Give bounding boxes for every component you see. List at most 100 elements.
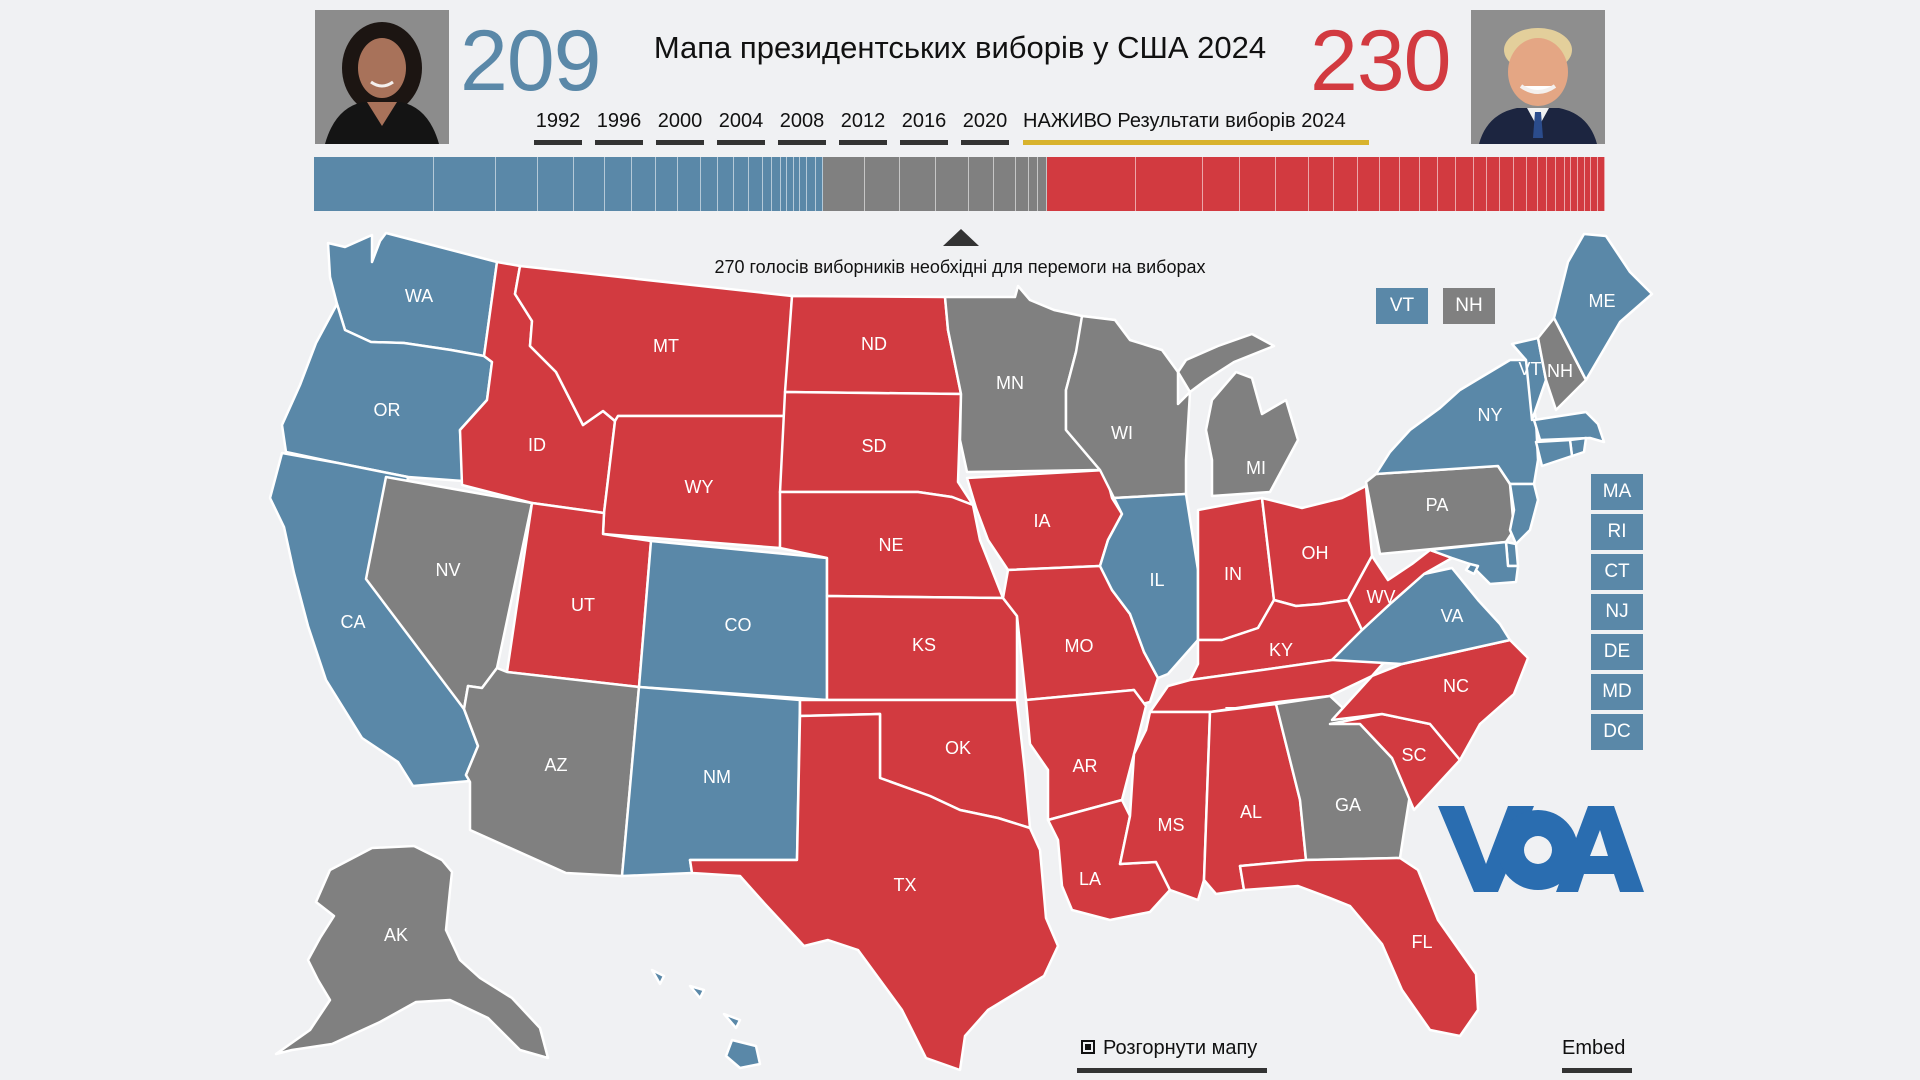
state-ct[interactable] — [1534, 438, 1574, 468]
undecided-ev-segment[interactable] — [900, 157, 936, 211]
rep-ev-segment[interactable] — [1513, 157, 1527, 211]
undecided-ev-segment[interactable] — [822, 157, 865, 211]
rep-ev-segment[interactable] — [1577, 157, 1585, 211]
state-co[interactable]: CO — [637, 539, 829, 702]
state-dc[interactable] — [1464, 562, 1480, 576]
state-shape-nh[interactable] — [1536, 316, 1588, 412]
state-shape-vt[interactable] — [1510, 336, 1548, 422]
dem-ev-segment[interactable] — [733, 157, 750, 211]
tab-2012[interactable]: 2012 — [839, 110, 887, 145]
state-shape-nd[interactable] — [783, 294, 963, 396]
state-shape-nj[interactable] — [1508, 482, 1540, 546]
dem-ev-segment[interactable] — [718, 157, 734, 211]
dem-ev-segment[interactable] — [700, 157, 719, 211]
state-nd[interactable]: ND — [783, 294, 963, 396]
dem-ev-segment[interactable] — [771, 157, 781, 211]
state-box-vt[interactable]: VT — [1376, 288, 1428, 324]
state-ma[interactable] — [1532, 410, 1606, 444]
rep-ev-segment[interactable] — [1420, 157, 1439, 211]
dem-ev-segment[interactable] — [678, 157, 701, 211]
state-shape-mi[interactable] — [1176, 332, 1300, 498]
state-shape-md[interactable] — [1428, 540, 1520, 586]
state-box-ma[interactable]: MA — [1591, 474, 1643, 510]
state-box-dc[interactable]: DC — [1591, 714, 1643, 750]
tab-2004[interactable]: 2004 — [717, 110, 765, 145]
state-shape-wi[interactable] — [1064, 314, 1192, 500]
rep-ev-segment[interactable] — [1486, 157, 1501, 211]
rep-ev-segment[interactable] — [1500, 157, 1514, 211]
state-shape-me[interactable] — [1552, 232, 1654, 382]
dem-ev-segment[interactable] — [314, 157, 434, 211]
rep-ev-segment[interactable] — [1358, 157, 1381, 211]
state-box-ri[interactable]: RI — [1591, 514, 1643, 550]
state-hi[interactable] — [650, 968, 762, 1070]
rep-ev-segment[interactable] — [1309, 157, 1334, 211]
state-nm[interactable]: NM — [620, 685, 802, 878]
undecided-ev-segment[interactable] — [1015, 157, 1030, 211]
rep-ev-segment[interactable] — [1135, 157, 1203, 211]
embed-button[interactable]: Embed — [1562, 1037, 1632, 1073]
state-sd[interactable]: SD — [778, 390, 975, 507]
dem-ev-segment[interactable] — [800, 157, 808, 211]
dem-ev-segment[interactable] — [762, 157, 772, 211]
undecided-ev-segment[interactable] — [993, 157, 1016, 211]
state-mi[interactable]: MI — [1176, 332, 1300, 498]
tab-2016[interactable]: 2016 — [900, 110, 948, 145]
dem-ev-segment[interactable] — [816, 157, 823, 211]
state-ks[interactable]: KS — [825, 594, 1019, 702]
rep-ev-segment[interactable] — [1240, 157, 1276, 211]
rep-ev-segment[interactable] — [1555, 157, 1565, 211]
dem-ev-segment[interactable] — [605, 157, 632, 211]
tab-2020[interactable]: 2020 — [961, 110, 1009, 145]
state-ar[interactable]: AR — [1024, 688, 1148, 822]
state-shape-ks[interactable] — [825, 594, 1019, 702]
rep-ev-segment[interactable] — [1526, 157, 1538, 211]
rep-ev-segment[interactable] — [1438, 157, 1456, 211]
state-shape-fl[interactable] — [1238, 856, 1480, 1038]
tab-2008[interactable]: 2008 — [778, 110, 826, 145]
rep-ev-segment[interactable] — [1597, 157, 1605, 211]
state-shape-nc[interactable] — [1330, 638, 1530, 762]
tab-1992[interactable]: 1992 — [534, 110, 582, 145]
rep-ev-segment[interactable] — [1571, 157, 1578, 211]
dem-ev-segment[interactable] — [433, 157, 497, 211]
state-shape-nm[interactable] — [620, 685, 802, 878]
undecided-ev-segment[interactable] — [1038, 157, 1048, 211]
dem-ev-segment[interactable] — [780, 157, 788, 211]
undecided-ev-segment[interactable] — [864, 157, 901, 211]
expand-map-button[interactable]: Розгорнути мапу — [1077, 1037, 1267, 1073]
state-box-md[interactable]: MD — [1591, 674, 1643, 710]
dem-ev-segment[interactable] — [573, 157, 606, 211]
state-ny[interactable]: NY — [1374, 358, 1540, 486]
rep-ev-segment[interactable] — [1275, 157, 1310, 211]
state-ia[interactable]: IA — [965, 468, 1124, 572]
state-shape-la[interactable] — [1046, 798, 1172, 922]
state-shape-hi[interactable] — [650, 968, 762, 1070]
state-shape-tx[interactable] — [688, 712, 1060, 1072]
tab-live-2024[interactable]: НАЖИВО Результати виборів 2024 — [1023, 110, 1369, 145]
undecided-ev-segment[interactable] — [969, 157, 994, 211]
state-ak[interactable]: AK — [274, 844, 550, 1060]
state-az[interactable]: AZ — [462, 666, 641, 878]
state-box-de[interactable]: DE — [1591, 634, 1643, 670]
rep-ev-segment[interactable] — [1564, 157, 1572, 211]
tab-1996[interactable]: 1996 — [595, 110, 643, 145]
state-shape-co[interactable] — [637, 539, 829, 702]
state-nj[interactable] — [1508, 482, 1540, 546]
state-shape-az[interactable] — [462, 666, 641, 878]
rep-ev-segment[interactable] — [1537, 157, 1547, 211]
state-md[interactable] — [1428, 540, 1520, 586]
rep-ev-segment[interactable] — [1333, 157, 1359, 211]
rep-ev-segment[interactable] — [1591, 157, 1598, 211]
rep-ev-segment[interactable] — [1047, 157, 1136, 211]
dem-ev-segment[interactable] — [656, 157, 679, 211]
state-wy[interactable]: WY — [601, 414, 787, 550]
rep-ev-segment[interactable] — [1584, 157, 1592, 211]
state-shape-wy[interactable] — [601, 414, 787, 550]
dem-ev-segment[interactable] — [631, 157, 657, 211]
state-shape-ct[interactable] — [1534, 438, 1574, 468]
rep-ev-segment[interactable] — [1455, 157, 1474, 211]
state-shape-ne[interactable] — [778, 490, 1005, 600]
tab-2000[interactable]: 2000 — [656, 110, 704, 145]
state-box-nh[interactable]: NH — [1443, 288, 1495, 324]
